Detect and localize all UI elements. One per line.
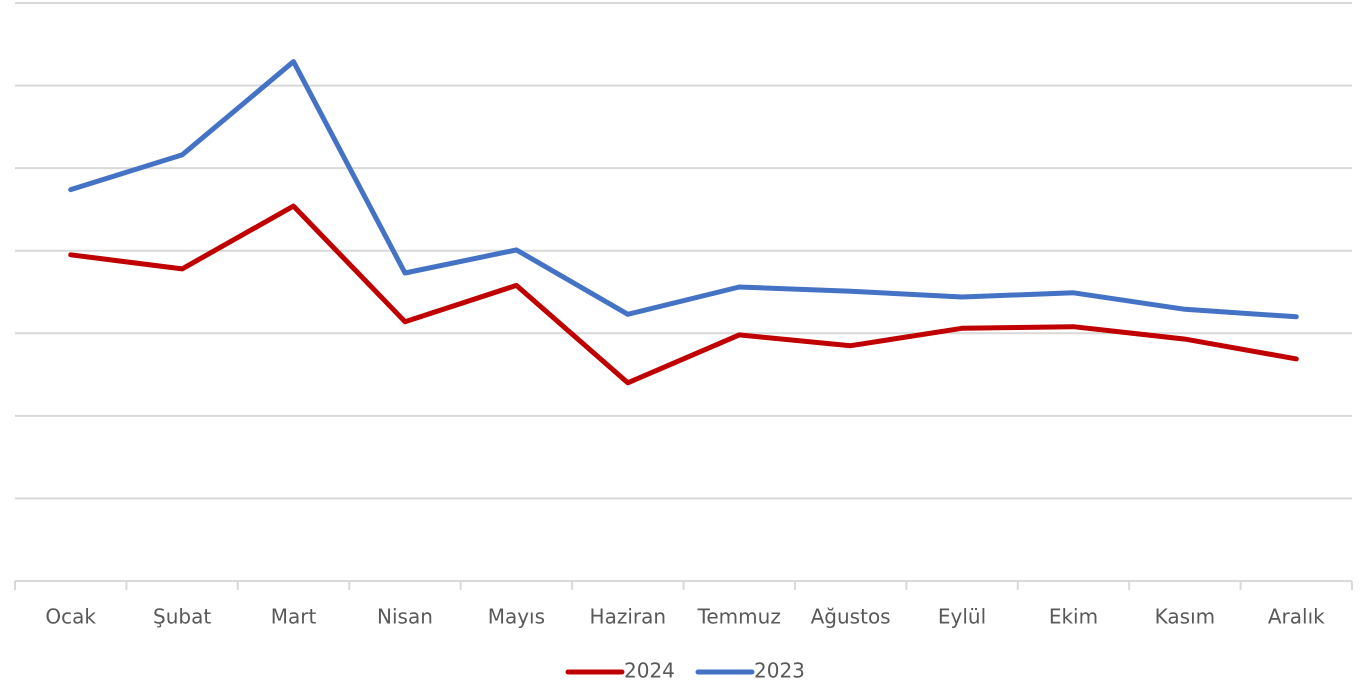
x-tick-label: Ağustos (811, 605, 891, 629)
x-tick-label: Mart (271, 605, 317, 629)
x-tick-label: Haziran (590, 605, 667, 629)
series-line (68, 59, 1299, 320)
x-tick-label: Nisan (377, 605, 433, 629)
x-tick-label: Ocak (45, 605, 96, 629)
x-tick-label: Mayıs (488, 605, 545, 629)
legend-label: 2024 (624, 659, 675, 683)
x-tick-label: Ekim (1049, 605, 1098, 629)
x-tick-label: Şubat (153, 605, 211, 629)
legend-label: 2023 (754, 659, 805, 683)
series-line (68, 203, 1299, 386)
x-tick-label: Kasım (1155, 605, 1215, 629)
x-tick-label: Aralık (1268, 605, 1325, 629)
x-tick-label: Eylül (938, 605, 986, 629)
x-tick-label: Temmuz (697, 605, 781, 629)
